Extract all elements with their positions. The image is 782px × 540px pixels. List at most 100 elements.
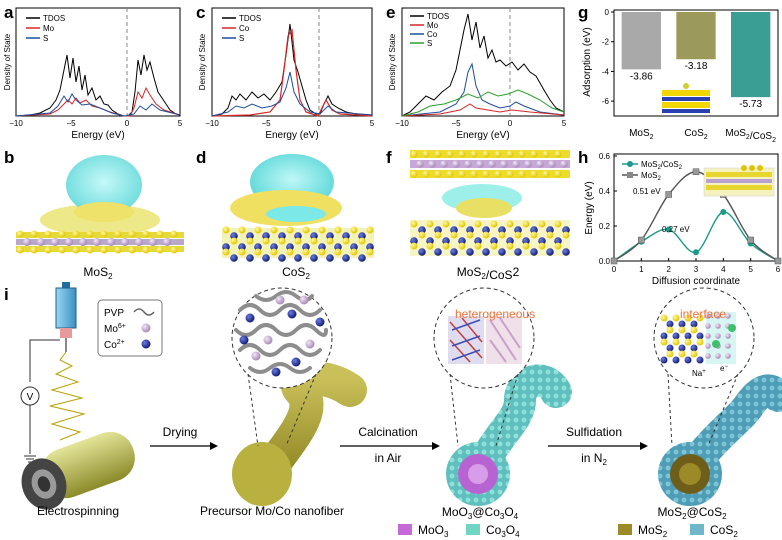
mo-ion-icon: [141, 323, 151, 333]
co-atom: [474, 237, 482, 245]
bottom-legend: MoO3 Co3O4 MoS2 CoS2: [398, 523, 738, 539]
panel-g-adsorption-chart: g 0 -2 -4 -6 -3.86 -3.18 -5.73 MoS2 CoS2 MoS2/C…: [578, 3, 779, 144]
sulfur-atom: [114, 246, 122, 254]
dos-a-s: [15, 93, 181, 117]
co-atom: [342, 232, 350, 240]
g-category-labels: MoS2 CoS2 MoS2/CoS2: [629, 128, 776, 144]
sulfur-atom: [58, 230, 66, 238]
co-atom: [450, 226, 458, 234]
sulfur-atom: [418, 231, 426, 239]
sulfur-atom: [474, 242, 482, 250]
sulfur-atom: [684, 338, 692, 346]
co-atom: [294, 254, 302, 262]
sulfur-atom: [672, 338, 680, 346]
co-atom: [506, 237, 514, 245]
h-point-1-6: [774, 257, 782, 265]
co-atom: [672, 356, 680, 364]
legend-e-s: S: [427, 39, 432, 48]
co-atom: [434, 248, 442, 256]
sulfur-atom: [562, 231, 570, 239]
sulfur-atom: [270, 226, 278, 234]
sulfur-atom: [434, 231, 442, 239]
co-atom: [334, 243, 342, 251]
sulfur-atom: [660, 338, 668, 346]
mo-atom: [705, 343, 711, 349]
sulfur-atom: [466, 231, 474, 239]
mo-ion: [275, 295, 285, 305]
g-value-label-0: -3.86: [630, 71, 653, 82]
g-bar-2: [730, 12, 771, 98]
g-value-label-2: -5.73: [739, 99, 762, 110]
panel-f-charge-heterostructure: f MoS2/CoS2: [386, 148, 570, 282]
sulfur-atom: [666, 326, 674, 334]
panel-label-d: d: [196, 148, 206, 167]
label-d: CoS2: [282, 265, 310, 281]
mo-atom: [428, 160, 436, 168]
co-atom: [466, 226, 474, 234]
co-atom: [498, 226, 506, 234]
co-atom: [366, 243, 374, 251]
co-atom: [262, 232, 270, 240]
sulfur-atom: [450, 231, 458, 239]
h-xtick-label: 0: [612, 265, 617, 274]
g-ytick-label: -2: [602, 38, 610, 47]
pvp-chain: [238, 303, 322, 317]
h-annot-2: 0.27 eV: [662, 225, 690, 234]
sulfur-atom: [44, 230, 52, 238]
arrow1-label: Drying: [163, 425, 198, 439]
panel-label-f: f: [386, 148, 392, 167]
tick-e-2: 0: [508, 119, 513, 128]
h-xtick-label: 2: [666, 265, 671, 274]
co-atom: [538, 237, 546, 245]
h-point-1-0: [610, 257, 618, 265]
g-category-0: MoS2: [629, 128, 654, 141]
tick-c-3: 5: [370, 119, 375, 128]
sulfur-atom: [302, 226, 310, 234]
sulfur-atom: [530, 150, 538, 158]
sulfur-atom: [410, 220, 418, 228]
h-point-0-4: [720, 209, 727, 215]
sulfur-atom: [518, 170, 526, 178]
mo-atom: [464, 160, 472, 168]
mo-atom: [725, 313, 731, 319]
tick-e-0: −10: [395, 119, 409, 128]
tick-a-0: −10: [9, 119, 23, 128]
arrow3-label-b: in N2: [581, 451, 607, 467]
mo-atom: [715, 333, 721, 339]
mo-atom: [725, 343, 731, 349]
sulfur-atom: [482, 150, 490, 158]
sulfur-atom: [696, 314, 704, 322]
h-ytick-label: 0.4: [599, 187, 611, 196]
co-atom: [434, 226, 442, 234]
co-atom: [696, 356, 704, 364]
sulfur-atom: [538, 242, 546, 250]
h-xlabel: Diffusion coordinate: [652, 276, 741, 287]
legend-c-co: Co: [239, 24, 250, 33]
h-inset: [703, 165, 775, 197]
sulfur-atom: [422, 170, 430, 178]
dos-e-tdos: [401, 13, 565, 117]
sulfur-atom: [538, 220, 546, 228]
co-atom: [498, 248, 506, 256]
co-atom: [554, 237, 562, 245]
mo-atom: [488, 160, 496, 168]
sulfur-atom: [678, 350, 686, 358]
sulfur-atom: [366, 248, 374, 256]
co-ion: [287, 309, 297, 319]
sulfur-atom: [426, 242, 434, 250]
mo-atom: [725, 333, 731, 339]
sulfur-atom: [506, 220, 514, 228]
charge-density-blob-b: [66, 155, 142, 215]
co-atom: [690, 344, 698, 352]
pvp-chain: [248, 362, 312, 374]
sulfur-atom: [530, 170, 538, 178]
co-atom: [358, 254, 366, 262]
ylabel-e: Density of State: [388, 33, 397, 90]
co-atom: [418, 226, 426, 234]
sulfur-atom: [72, 230, 80, 238]
mo-atom: [725, 353, 731, 359]
g-ytick-label: -6: [602, 97, 610, 106]
sulfur-atom: [334, 248, 342, 256]
co-atom: [238, 243, 246, 251]
tick-c-0: −10: [205, 119, 219, 128]
